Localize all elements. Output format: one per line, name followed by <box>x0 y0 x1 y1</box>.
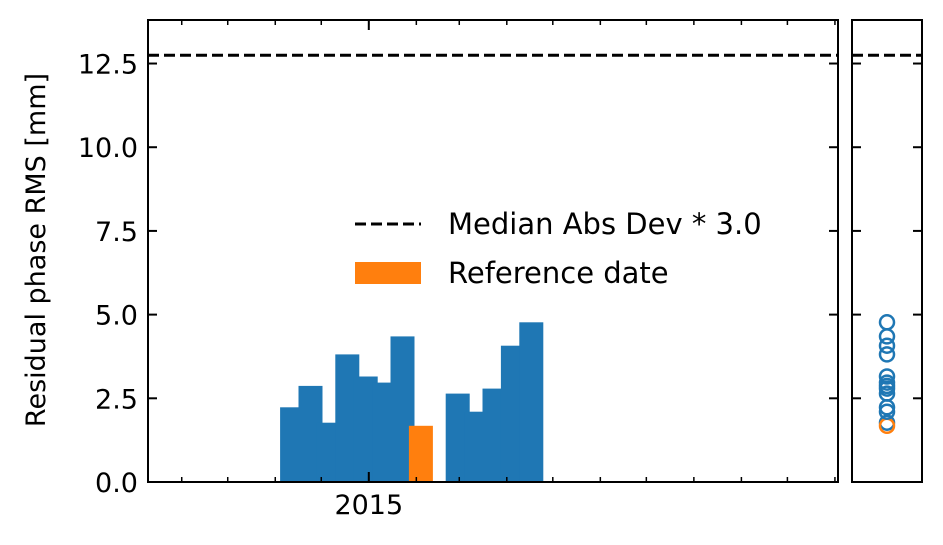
point <box>878 337 896 354</box>
distribution-plot <box>851 19 923 483</box>
bar-reference <box>408 425 433 482</box>
legend: Median Abs Dev * 3.0 Reference date <box>355 207 762 290</box>
legend-threshold-label: Median Abs Dev * 3.0 <box>448 207 762 241</box>
point <box>878 374 896 391</box>
point <box>878 385 896 402</box>
y-tick-label: 12.5 <box>78 50 138 81</box>
point <box>878 368 896 385</box>
x-tick-label: 2015 <box>334 490 403 521</box>
point <box>878 346 896 363</box>
y-tick-label: 5.0 <box>95 301 138 332</box>
distribution-plot-frame <box>851 19 923 483</box>
main-plot: 0.0 2.5 5.0 7.5 10.0 12.5 2015 <box>78 19 839 521</box>
y-tick-label: 7.5 <box>95 217 138 248</box>
point <box>878 314 896 331</box>
y-tick-label: 0.0 <box>95 468 138 499</box>
y-tick-label: 2.5 <box>95 384 138 415</box>
y-tick-label: 10.0 <box>78 133 138 164</box>
bar <box>519 322 544 482</box>
legend-reference-swatch <box>355 262 421 284</box>
y-axis-label: Residual phase RMS [mm] <box>21 73 52 427</box>
legend-reference-label: Reference date <box>448 256 669 290</box>
point <box>878 403 896 420</box>
main-plot-frame <box>147 19 839 483</box>
point <box>878 380 896 397</box>
